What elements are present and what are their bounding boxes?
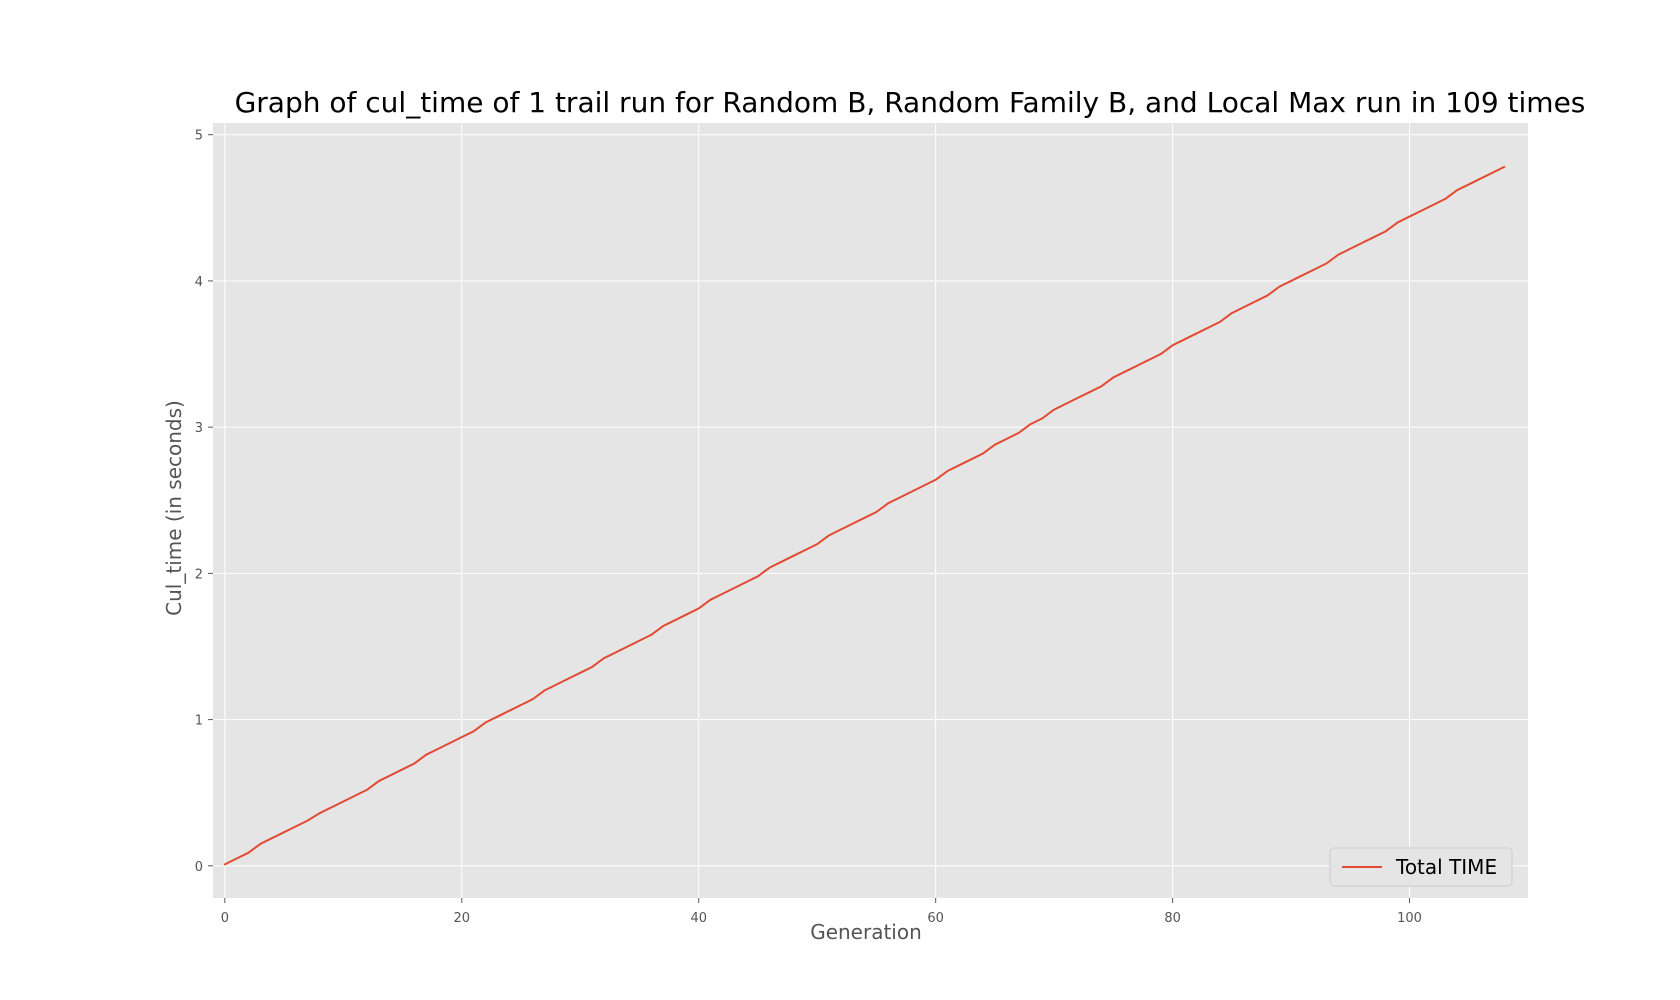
legend: Total TIME — [1329, 847, 1513, 887]
chart-title: Graph of cul_time of 1 trail run for Ran… — [235, 86, 1586, 119]
series-lines — [223, 165, 1506, 866]
axis-ticks: 0 20 40 60 80 100 0 1 2 3 4 5 — [195, 129, 1422, 926]
y-tick-label: 3 — [195, 421, 203, 436]
x-tick-label: 100 — [1397, 911, 1422, 926]
y-tick-label: 4 — [195, 275, 203, 290]
y-tick-label: 5 — [195, 129, 203, 144]
y-axis-label: Cul_time (in seconds) — [162, 400, 186, 616]
x-tick-label: 60 — [927, 911, 944, 926]
series-line-total-time — [223, 165, 1506, 866]
x-tick-label: 80 — [1164, 911, 1181, 926]
y-tick-label: 2 — [195, 567, 203, 582]
x-tick-label: 0 — [221, 911, 229, 926]
x-axis-label: Generation — [810, 920, 922, 944]
legend-entry-total-time: Total TIME — [1395, 855, 1497, 879]
y-tick-label: 0 — [195, 860, 203, 875]
y-tick-label: 1 — [195, 714, 203, 729]
legend-box — [1329, 847, 1513, 887]
x-tick-label: 40 — [690, 911, 707, 926]
plot-area — [213, 123, 1528, 898]
grid-lines — [213, 123, 1528, 898]
x-tick-label: 20 — [454, 911, 471, 926]
